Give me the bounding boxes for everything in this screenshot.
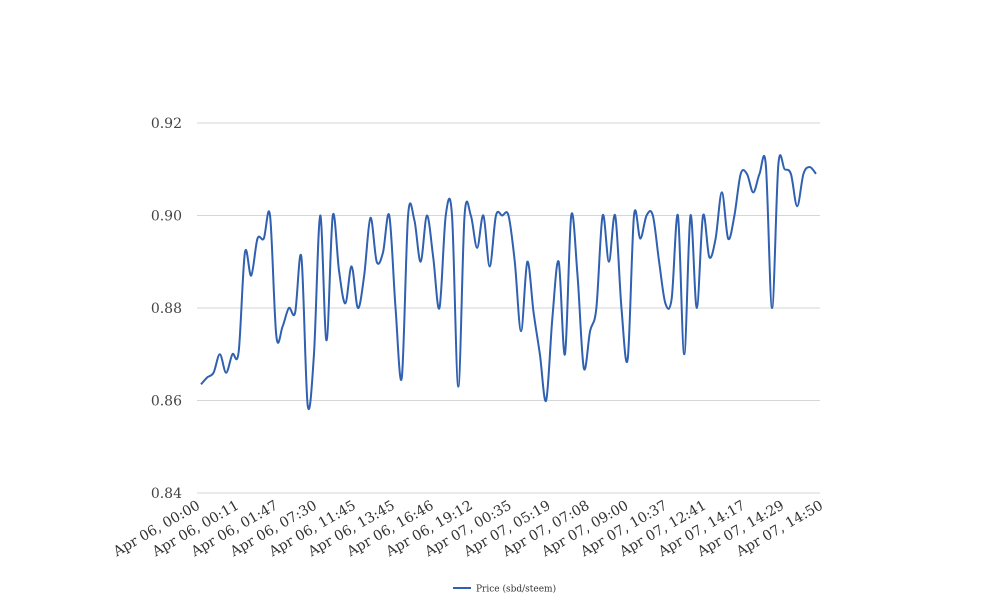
- y-tick-label: 0.84: [151, 486, 182, 502]
- series-line-0: [200, 154, 817, 411]
- legend: Price (sbd/steem): [453, 584, 556, 595]
- y-tick-label: 0.92: [151, 116, 182, 132]
- grid-layer: [197, 122, 820, 494]
- y-tick-label: 0.88: [151, 301, 182, 317]
- legend-label: Price (sbd/steem): [476, 584, 556, 595]
- y-axis-ticks: 0.84 0.86 0.88 0.90 0.92: [151, 116, 182, 502]
- series-layer: [200, 154, 817, 411]
- y-tick-label: 0.90: [151, 209, 182, 225]
- y-tick-label: 0.86: [151, 394, 182, 410]
